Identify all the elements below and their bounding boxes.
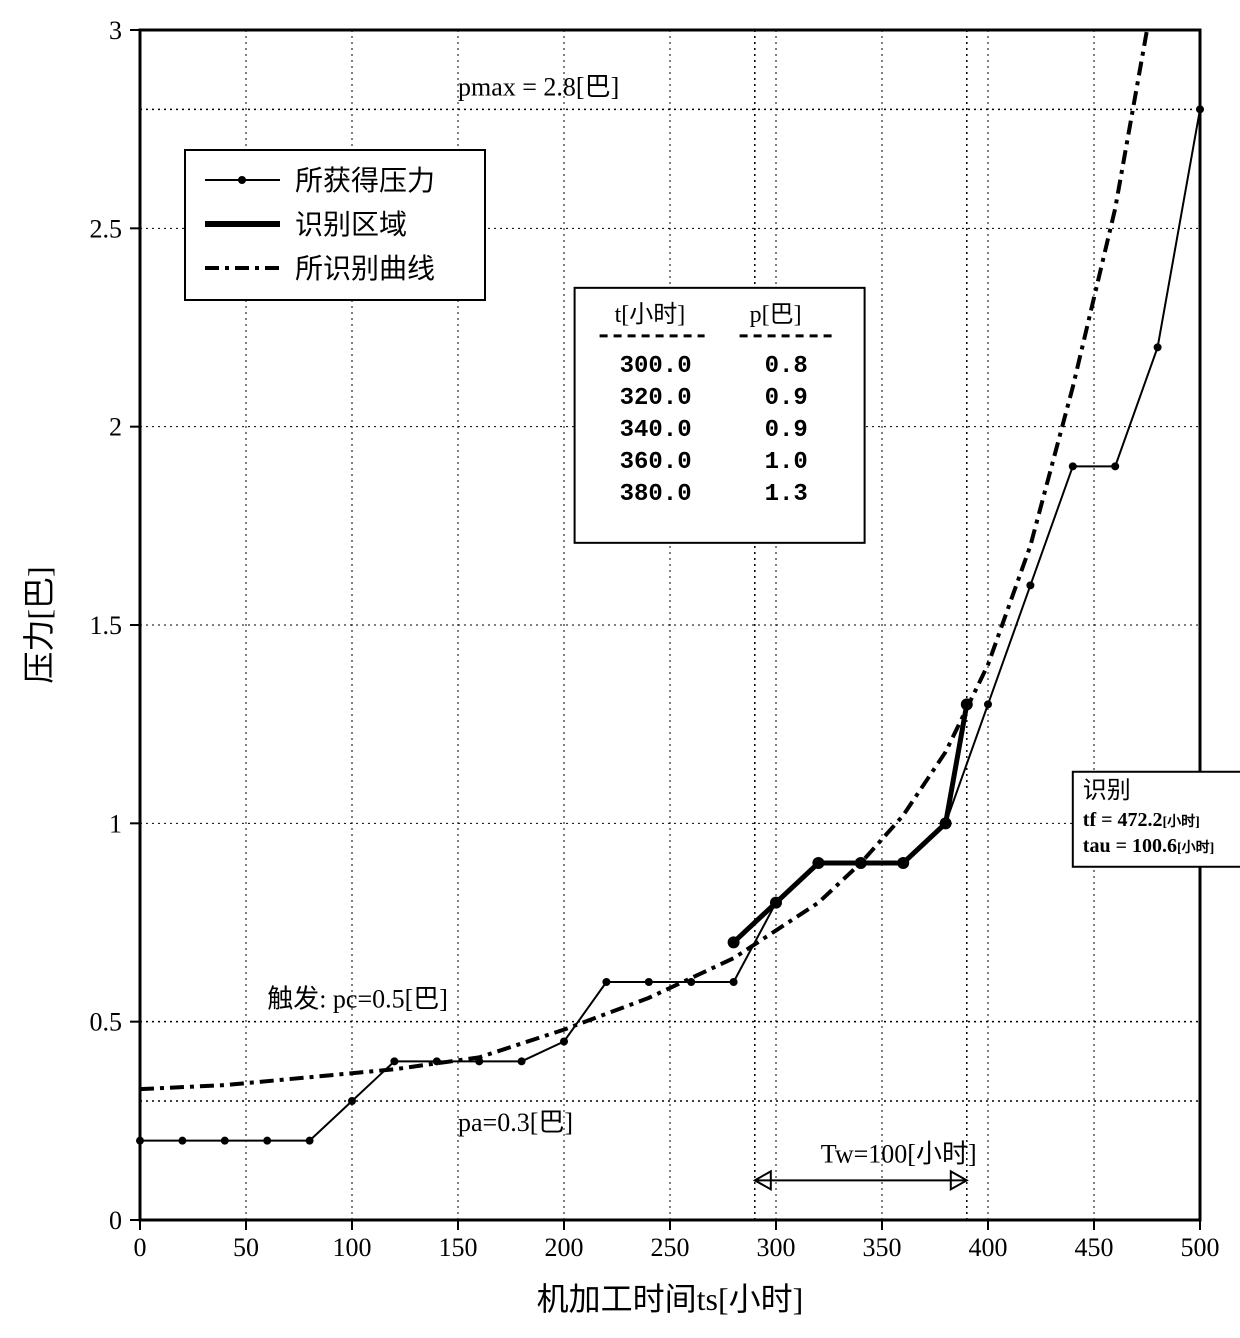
svg-text:1: 1 <box>109 809 122 838</box>
svg-text:2: 2 <box>109 413 122 442</box>
tw-label: Tw=100[小时] <box>821 1139 977 1168</box>
svg-text:350: 350 <box>863 1233 902 1262</box>
table-cell: 1.3 <box>765 481 808 508</box>
svg-text:500: 500 <box>1181 1233 1220 1262</box>
pmax-label: pmax = 2.8[巴] <box>458 72 619 101</box>
ident-box: 识别tf = 472.2[小时]tau = 100.6[小时] <box>1073 772 1240 867</box>
svg-text:p[巴]: p[巴] <box>750 302 802 328</box>
pa-label: pa=0.3[巴] <box>458 1108 573 1137</box>
svg-text:3: 3 <box>109 16 122 45</box>
svg-text:t[小时]: t[小时] <box>615 301 686 328</box>
svg-text:0: 0 <box>109 1206 122 1235</box>
legend-item-label: 所获得压力 <box>295 165 435 197</box>
svg-text:100: 100 <box>333 1233 372 1262</box>
svg-text:250: 250 <box>651 1233 690 1262</box>
table-cell: 340.0 <box>620 417 692 444</box>
svg-text:450: 450 <box>1075 1233 1114 1262</box>
svg-text:0: 0 <box>134 1233 147 1262</box>
table-cell: 0.9 <box>765 385 808 412</box>
svg-text:0.5: 0.5 <box>90 1008 123 1037</box>
table-cell: 1.0 <box>765 449 808 476</box>
table-cell: 380.0 <box>620 481 692 508</box>
legend-item-label: 识别区域 <box>295 209 407 241</box>
table-cell: 360.0 <box>620 449 692 476</box>
x-axis-title: 机加工时间ts[小时] <box>537 1281 804 1317</box>
data-table: t[小时] p[巴] 300.0 0.8 320.0 0.9 340.0 0.9 360.0 1.… <box>575 288 865 543</box>
table-cell: 0.9 <box>765 417 808 444</box>
table-cell: 0.8 <box>765 353 808 380</box>
svg-text:识别: 识别 <box>1083 777 1131 804</box>
svg-text:400: 400 <box>969 1233 1008 1262</box>
svg-text:150: 150 <box>439 1233 478 1262</box>
svg-text:300: 300 <box>757 1233 796 1262</box>
svg-text:2.5: 2.5 <box>90 214 123 243</box>
table-cell: 320.0 <box>620 385 692 412</box>
legend-item-label: 所识别曲线 <box>295 253 435 285</box>
y-axis-title: 压力[巴] <box>21 566 57 683</box>
svg-text:200: 200 <box>545 1233 584 1262</box>
legend: 所获得压力识别区域所识别曲线 <box>185 150 485 300</box>
pc-label: 触发: pc=0.5[巴] <box>267 985 448 1014</box>
table-cell: 300.0 <box>620 353 692 380</box>
svg-text:50: 50 <box>233 1233 259 1262</box>
svg-text:1.5: 1.5 <box>90 611 123 640</box>
